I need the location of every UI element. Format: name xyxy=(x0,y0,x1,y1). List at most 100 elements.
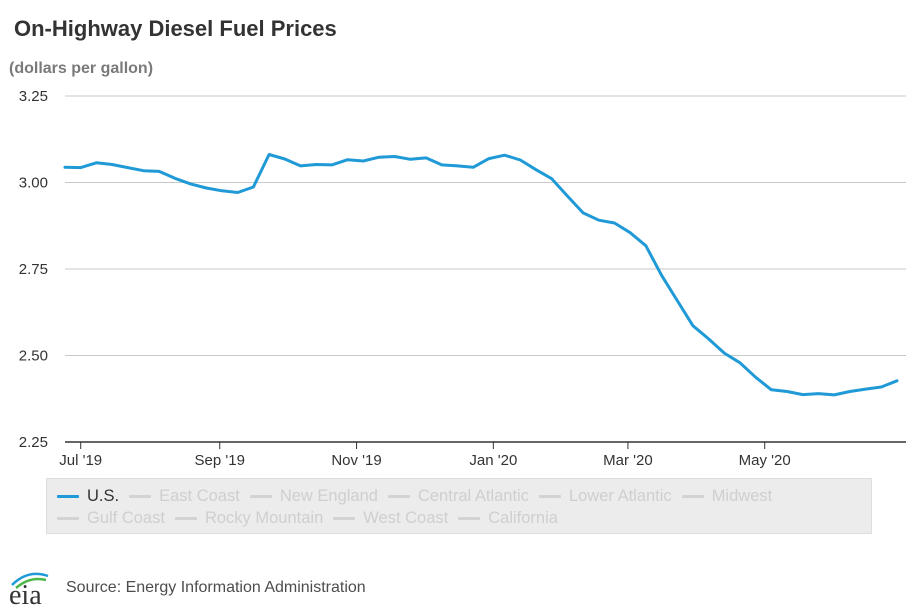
legend-row-1: U.S. East Coast New England Central Atlanti… xyxy=(57,485,863,507)
data-point[interactable] xyxy=(516,156,524,164)
data-point[interactable] xyxy=(77,164,85,172)
y-tick-label: 2.25 xyxy=(19,434,48,451)
data-point[interactable] xyxy=(579,209,587,217)
legend-swatch xyxy=(458,516,481,520)
line-chart: 3.25 3.00 2.75 2.50 2.25 Jul '19 Sep '19 Nov '… xyxy=(19,88,906,469)
legend-label: California xyxy=(488,508,558,527)
legend-item[interactable]: Gulf Coast xyxy=(57,509,165,528)
data-point[interactable] xyxy=(140,167,148,175)
data-point[interactable] xyxy=(626,229,634,237)
data-point[interactable] xyxy=(673,297,681,305)
y-tick-label: 2.75 xyxy=(19,261,48,278)
data-point[interactable] xyxy=(642,242,650,250)
legend-swatch xyxy=(249,494,272,498)
x-tick-label: Sep '19 xyxy=(195,452,245,469)
data-point[interactable] xyxy=(532,166,540,174)
data-point[interactable] xyxy=(815,390,823,398)
legend-label: Rocky Mountain xyxy=(204,508,324,527)
legend-label: West Coast xyxy=(363,508,449,527)
data-point[interactable] xyxy=(218,187,226,195)
data-point[interactable] xyxy=(124,164,132,172)
x-tick-label: Mar '20 xyxy=(603,452,653,469)
data-point[interactable] xyxy=(469,163,477,171)
data-point[interactable] xyxy=(830,391,838,399)
svg-text:eia: eia xyxy=(9,580,42,608)
data-point[interactable] xyxy=(658,271,666,279)
data-point[interactable] xyxy=(736,359,744,367)
data-point[interactable] xyxy=(689,322,697,330)
data-point[interactable] xyxy=(767,386,775,394)
legend-item[interactable]: New England xyxy=(249,486,378,506)
data-point[interactable] xyxy=(485,155,493,163)
data-point[interactable] xyxy=(893,377,901,385)
data-point[interactable] xyxy=(705,335,713,343)
data-point[interactable] xyxy=(548,175,556,183)
source-text: Source: Energy Information Administratio… xyxy=(66,579,366,596)
series-line-us[interactable] xyxy=(63,153,899,397)
data-point[interactable] xyxy=(783,388,791,396)
units-label: (dollars per gallon) xyxy=(9,60,154,77)
legend-item[interactable]: U.S. xyxy=(57,487,119,506)
data-point[interactable] xyxy=(312,161,320,169)
legend: U.S. East Coast New England Central Atlanti… xyxy=(46,478,872,534)
legend-label: Central Atlantic xyxy=(417,486,529,505)
data-point[interactable] xyxy=(877,383,885,391)
data-point[interactable] xyxy=(187,180,195,188)
data-point[interactable] xyxy=(344,156,352,164)
eia-logo: eia xyxy=(6,568,58,611)
data-point[interactable] xyxy=(438,161,446,169)
legend-item[interactable]: Rocky Mountain xyxy=(174,508,324,528)
legend-item[interactable]: Lower Atlantic xyxy=(538,487,672,506)
legend-swatch xyxy=(681,494,704,498)
data-point[interactable] xyxy=(297,162,305,170)
data-point[interactable] xyxy=(155,167,163,175)
series-layer xyxy=(61,151,901,399)
data-point[interactable] xyxy=(862,385,870,393)
data-point[interactable] xyxy=(281,155,289,163)
legend-item[interactable]: California xyxy=(458,509,558,528)
data-point[interactable] xyxy=(202,184,210,192)
legend-item[interactable]: East Coast xyxy=(129,487,240,506)
legend-swatch xyxy=(57,494,79,498)
page-title: On-Highway Diesel Fuel Prices xyxy=(14,16,337,41)
data-point[interactable] xyxy=(249,183,257,191)
legend-item[interactable]: Central Atlantic xyxy=(387,486,529,506)
legend-swatch xyxy=(538,494,561,498)
data-point[interactable] xyxy=(61,163,69,171)
data-point[interactable] xyxy=(799,391,807,399)
data-point[interactable] xyxy=(611,219,619,227)
data-point[interactable] xyxy=(422,154,430,162)
legend-label: U.S. xyxy=(87,486,120,505)
legend-item[interactable]: Midwest xyxy=(681,486,773,506)
legend-swatch xyxy=(387,494,410,498)
legend-swatch xyxy=(333,516,356,520)
legend-label: East Coast xyxy=(159,486,240,505)
x-tick-label: Jul '19 xyxy=(59,452,102,469)
x-tick-label: Nov '19 xyxy=(331,452,381,469)
data-point[interactable] xyxy=(265,151,273,159)
x-tick-label: Jan '20 xyxy=(469,452,517,469)
data-point[interactable] xyxy=(359,157,367,165)
data-point[interactable] xyxy=(328,161,336,169)
legend-label: New England xyxy=(279,486,378,505)
data-point[interactable] xyxy=(406,155,414,163)
legend-label: Midwest xyxy=(711,486,773,505)
data-point[interactable] xyxy=(595,216,603,224)
y-tick-label: 3.25 xyxy=(19,88,48,105)
data-point[interactable] xyxy=(752,373,760,381)
data-point[interactable] xyxy=(846,388,854,396)
data-point[interactable] xyxy=(171,174,179,182)
data-point[interactable] xyxy=(375,153,383,161)
data-point[interactable] xyxy=(234,189,242,197)
data-point[interactable] xyxy=(92,159,100,167)
legend-item[interactable]: West Coast xyxy=(333,509,448,528)
data-point[interactable] xyxy=(563,192,571,200)
data-point[interactable] xyxy=(720,349,728,357)
data-point[interactable] xyxy=(108,161,116,169)
data-point[interactable] xyxy=(454,162,462,170)
x-axis: Jul '19 Sep '19 Nov '19 Jan '20 Mar '20 May '… xyxy=(59,441,906,469)
data-point[interactable] xyxy=(501,151,509,159)
data-point[interactable] xyxy=(391,153,399,161)
grid-layer xyxy=(65,95,906,356)
y-tick-label: 3.00 xyxy=(19,175,48,192)
